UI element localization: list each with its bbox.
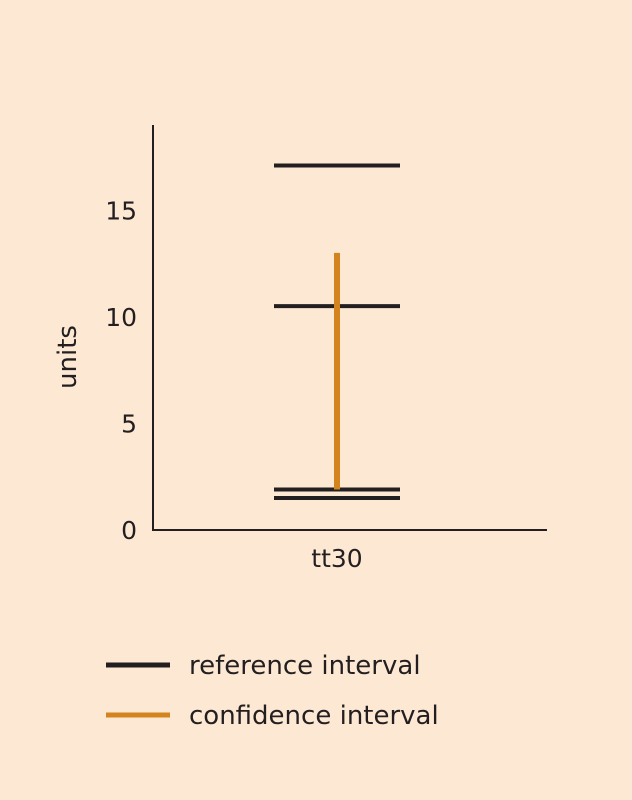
y-tick-label: 10 [105, 303, 137, 332]
y-tick-label: 15 [105, 196, 137, 225]
legend-label: reference interval [189, 651, 421, 681]
category-labels: tt30 [311, 544, 362, 573]
y-tick-labels: 0 5 10 15 [105, 196, 137, 545]
y-tick-label: 0 [121, 516, 137, 545]
category-label: tt30 [311, 544, 362, 573]
legend-label: confidence interval [189, 701, 439, 731]
plot-area: 0 5 10 15 units tt30 [53, 125, 547, 573]
legend: reference interval confidence interval [106, 651, 439, 731]
y-tick-label: 5 [121, 409, 137, 438]
y-axis-title: units [53, 325, 83, 389]
